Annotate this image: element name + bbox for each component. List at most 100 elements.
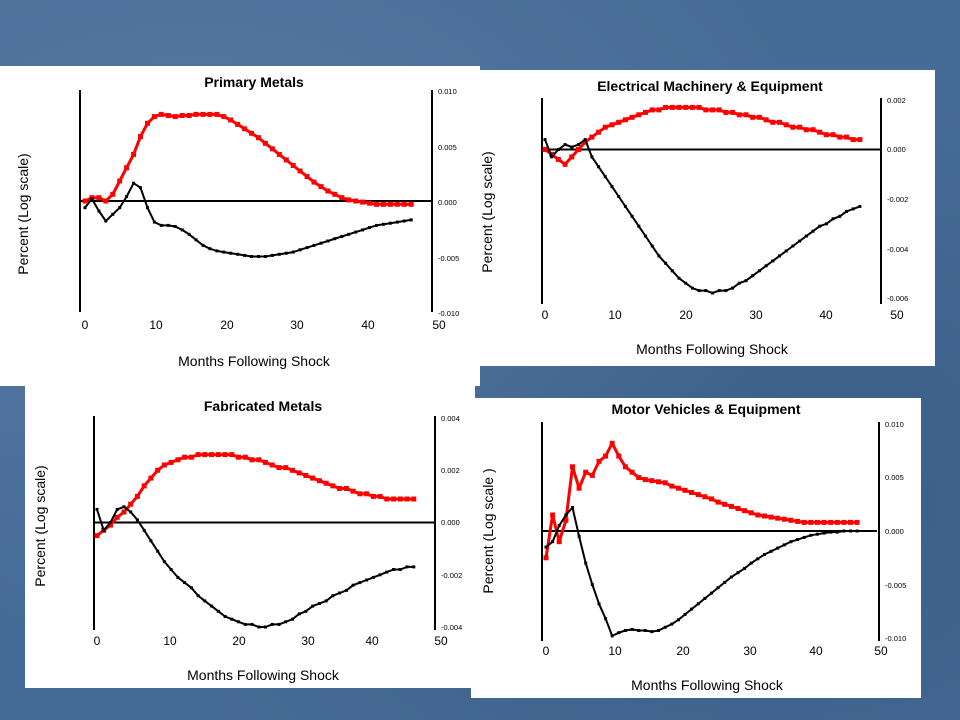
black-series-line	[96, 505, 414, 628]
x-tick-label: 20	[220, 318, 234, 332]
red-data-point	[783, 122, 789, 128]
black-data-point	[392, 568, 396, 571]
black-data-point	[650, 244, 654, 248]
black-data-point	[250, 622, 254, 626]
black-data-point	[571, 506, 574, 509]
black-data-point	[577, 143, 580, 147]
black-data-point	[122, 505, 126, 509]
black-data-point	[670, 269, 674, 273]
red-data-point	[803, 127, 809, 133]
black-data-point	[257, 625, 261, 629]
black-data-point	[132, 181, 136, 185]
red-data-point	[616, 119, 622, 125]
black-data-point	[102, 528, 106, 532]
x-tick-label: 0	[542, 308, 549, 322]
red-data-point	[542, 147, 548, 152]
red-data-point	[742, 508, 748, 514]
red-data-point	[377, 493, 383, 499]
black-data-point	[270, 622, 274, 626]
chart-svg: Motor Vehicles & Equipment Percent (Log …	[480, 401, 906, 693]
red-data-point	[408, 201, 414, 207]
black-data-point	[563, 143, 567, 147]
red-data-point	[710, 107, 715, 113]
black-data-point	[842, 529, 846, 533]
black-data-point	[744, 279, 748, 283]
red-data-point	[397, 496, 403, 502]
black-data-point	[263, 255, 267, 258]
red-data-point	[297, 168, 303, 174]
red-data-point	[636, 475, 642, 480]
red-data-point	[229, 452, 235, 458]
black-data-point	[831, 217, 835, 221]
black-data-point	[643, 629, 647, 632]
red-data-point	[563, 517, 569, 523]
red-data-point	[722, 501, 728, 507]
red-data-point	[332, 191, 338, 197]
chart-title: Fabricated Metals	[204, 398, 322, 414]
red-data-point	[148, 475, 154, 481]
black-data-point	[358, 581, 362, 585]
chart-panel-primary-metals: Primary Metals Percent (Log scale) Month…	[0, 66, 480, 386]
black-data-point	[365, 578, 369, 582]
red-data-point	[702, 494, 708, 500]
x-tick-label: 50	[874, 644, 888, 658]
x-tick-label: 10	[149, 318, 163, 332]
x-tick-label: 10	[608, 644, 622, 658]
y-tick-label: 0.005	[885, 473, 904, 482]
x-tick-label: 50	[890, 308, 904, 322]
red-data-point	[108, 522, 113, 528]
black-data-point	[597, 602, 601, 606]
red-data-point	[134, 493, 140, 499]
red-data-point	[857, 137, 863, 143]
black-data-point	[371, 575, 375, 579]
x-tick-label: 0	[82, 318, 89, 332]
black-data-point	[215, 249, 219, 253]
black-data-point	[311, 604, 315, 608]
black-data-point	[815, 532, 819, 536]
red-data-point	[570, 464, 575, 470]
red-data-point	[364, 491, 370, 497]
y-tick-label: -0.004	[441, 623, 462, 632]
black-data-point	[630, 214, 634, 218]
red-data-point	[318, 184, 324, 190]
black-data-point	[142, 528, 146, 532]
red-data-point	[629, 469, 635, 475]
red-data-point	[310, 475, 316, 481]
black-data-point	[845, 209, 848, 213]
red-data-point	[735, 506, 741, 511]
red-data-point	[675, 485, 681, 491]
black-data-point	[590, 155, 594, 159]
red-data-point	[276, 465, 282, 471]
black-data-point	[782, 543, 786, 547]
black-data-point	[378, 573, 382, 577]
red-data-point	[283, 157, 289, 163]
red-data-point	[622, 117, 628, 123]
red-data-point	[716, 107, 722, 113]
red-series-line	[84, 112, 412, 206]
red-data-point	[576, 147, 581, 152]
y-tick-label: -0.002	[441, 571, 462, 580]
black-data-point	[849, 529, 852, 533]
x-tick-labels: 0 10 20 30 40 50	[542, 308, 904, 322]
black-data-point	[319, 241, 323, 245]
red-data-point	[817, 129, 823, 135]
black-data-point	[610, 185, 614, 189]
black-data-point	[180, 228, 184, 232]
black-data-point	[139, 186, 142, 190]
x-axis-label: Months Following Shock	[631, 677, 784, 693]
black-data-point	[196, 594, 200, 598]
black-data-point	[395, 220, 399, 224]
black-data-point	[676, 618, 680, 622]
red-data-point	[357, 491, 363, 497]
black-data-point	[743, 566, 747, 570]
black-data-point	[757, 269, 761, 273]
black-data-point	[784, 249, 788, 253]
black-data-point	[331, 594, 335, 598]
red-data-point	[128, 501, 134, 507]
black-series	[95, 505, 416, 629]
red-data-point	[337, 486, 343, 491]
red-data-point	[360, 199, 366, 205]
red-data-point	[256, 457, 262, 463]
red-data-point	[676, 104, 682, 110]
black-data-point	[697, 289, 701, 293]
